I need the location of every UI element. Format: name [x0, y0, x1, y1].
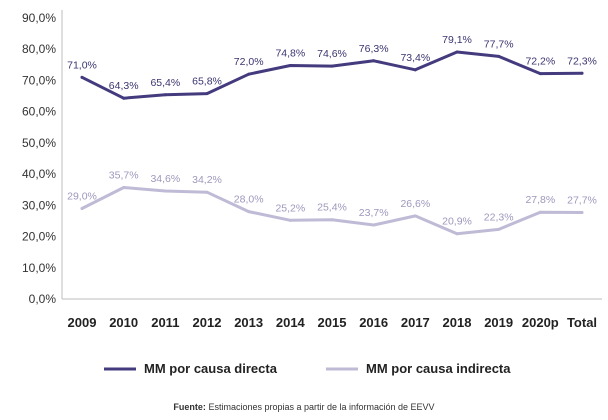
data-point: [80, 206, 84, 210]
data-label: 27,8%: [525, 194, 555, 206]
y-tick-label: 70,0%: [22, 73, 56, 87]
x-axis-ticks: 2009 2010 2011 2012 2013 2014 2015 2016 2017 2018…: [68, 315, 598, 330]
data-label: 35,7%: [109, 170, 139, 182]
y-tick-label: 90,0%: [22, 11, 56, 25]
data-label: 25,2%: [275, 202, 305, 214]
x-tick-label: 2018: [443, 315, 472, 330]
data-label: 65,8%: [192, 76, 222, 88]
x-tick-label: 2010: [109, 315, 138, 330]
data-label: 34,2%: [192, 174, 222, 186]
data-point: [497, 54, 501, 58]
data-point: [163, 93, 167, 97]
data-label: 71,0%: [67, 59, 97, 71]
data-label: 28,0%: [234, 194, 264, 206]
data-point: [330, 64, 334, 68]
data-label: 64,3%: [109, 80, 139, 92]
data-label: 22,3%: [484, 211, 514, 223]
x-tick-label: 2015: [318, 315, 347, 330]
legend-label: MM por causa directa: [144, 361, 278, 376]
data-point: [497, 227, 501, 231]
x-tick-label: 2020p: [522, 315, 559, 330]
y-tick-label: 60,0%: [22, 105, 56, 119]
y-tick-label: 40,0%: [22, 167, 56, 181]
data-label: 79,1%: [442, 34, 472, 46]
source-text: Estimaciones propias a partir de la info…: [208, 402, 435, 412]
data-point: [288, 218, 292, 222]
data-point: [205, 92, 209, 96]
x-tick-label: 2016: [359, 315, 388, 330]
data-point: [372, 223, 376, 227]
chart-series: 71,0% 64,3% 65,4% 65,8% 72,0% 74,8% 74,6% 76,3%…: [67, 34, 597, 236]
data-label: 74,6%: [317, 48, 347, 60]
data-point: [80, 75, 84, 79]
y-tick-label: 20,0%: [22, 230, 56, 244]
data-point: [163, 189, 167, 193]
data-point: [372, 59, 376, 63]
y-axis-ticks: 0,0% 10,0% 20,0% 30,0% 40,0% 50,0% 60,0% 70,0% 8…: [22, 11, 56, 306]
chart-legend: MM por causa directa MM por causa indirec…: [104, 361, 511, 376]
y-tick-label: 50,0%: [22, 136, 56, 150]
data-label: 20,9%: [442, 216, 472, 228]
data-label: 34,6%: [150, 173, 180, 185]
data-point: [580, 71, 584, 75]
data-label: 77,7%: [484, 38, 514, 50]
source-label: Fuente:: [173, 402, 206, 412]
data-label: 72,2%: [525, 56, 555, 68]
data-point: [247, 72, 251, 76]
x-tick-label: 2011: [151, 315, 179, 330]
y-tick-label: 80,0%: [22, 42, 56, 56]
data-point: [122, 96, 126, 100]
legend-label: MM por causa indirecta: [366, 361, 511, 376]
data-label: 23,7%: [359, 207, 389, 219]
x-tick-label: 2014: [276, 315, 306, 330]
data-point: [413, 68, 417, 72]
data-label: 26,6%: [400, 198, 430, 210]
data-point: [413, 214, 417, 218]
data-point: [580, 211, 584, 215]
data-label: 65,4%: [150, 77, 180, 89]
data-point: [205, 190, 209, 194]
x-tick-label: Total: [567, 315, 597, 330]
data-point: [455, 50, 459, 54]
x-tick-label: 2019: [484, 315, 513, 330]
data-point: [455, 232, 459, 236]
source-note: Fuente: Estimaciones propias a partir de…: [0, 402, 608, 412]
x-tick-label: 2012: [193, 315, 222, 330]
data-point: [538, 210, 542, 214]
data-label: 73,4%: [400, 52, 430, 64]
data-label: 72,3%: [567, 55, 597, 67]
data-label: 76,3%: [359, 43, 389, 55]
y-tick-label: 0,0%: [29, 292, 57, 306]
data-point: [330, 218, 334, 222]
y-tick-label: 10,0%: [22, 261, 56, 275]
x-tick-label: 2017: [401, 315, 430, 330]
data-point: [288, 63, 292, 67]
data-label: 29,0%: [67, 190, 97, 202]
x-tick-label: 2009: [68, 315, 97, 330]
chart-axes: [61, 10, 602, 300]
x-tick-label: 2013: [234, 315, 263, 330]
data-label: 25,4%: [317, 202, 347, 214]
data-label: 72,0%: [234, 56, 264, 68]
y-tick-label: 30,0%: [22, 198, 56, 212]
data-label: 74,8%: [275, 47, 305, 59]
data-point: [247, 210, 251, 214]
data-point: [538, 72, 542, 76]
data-point: [122, 186, 126, 190]
data-label: 27,7%: [567, 195, 597, 207]
